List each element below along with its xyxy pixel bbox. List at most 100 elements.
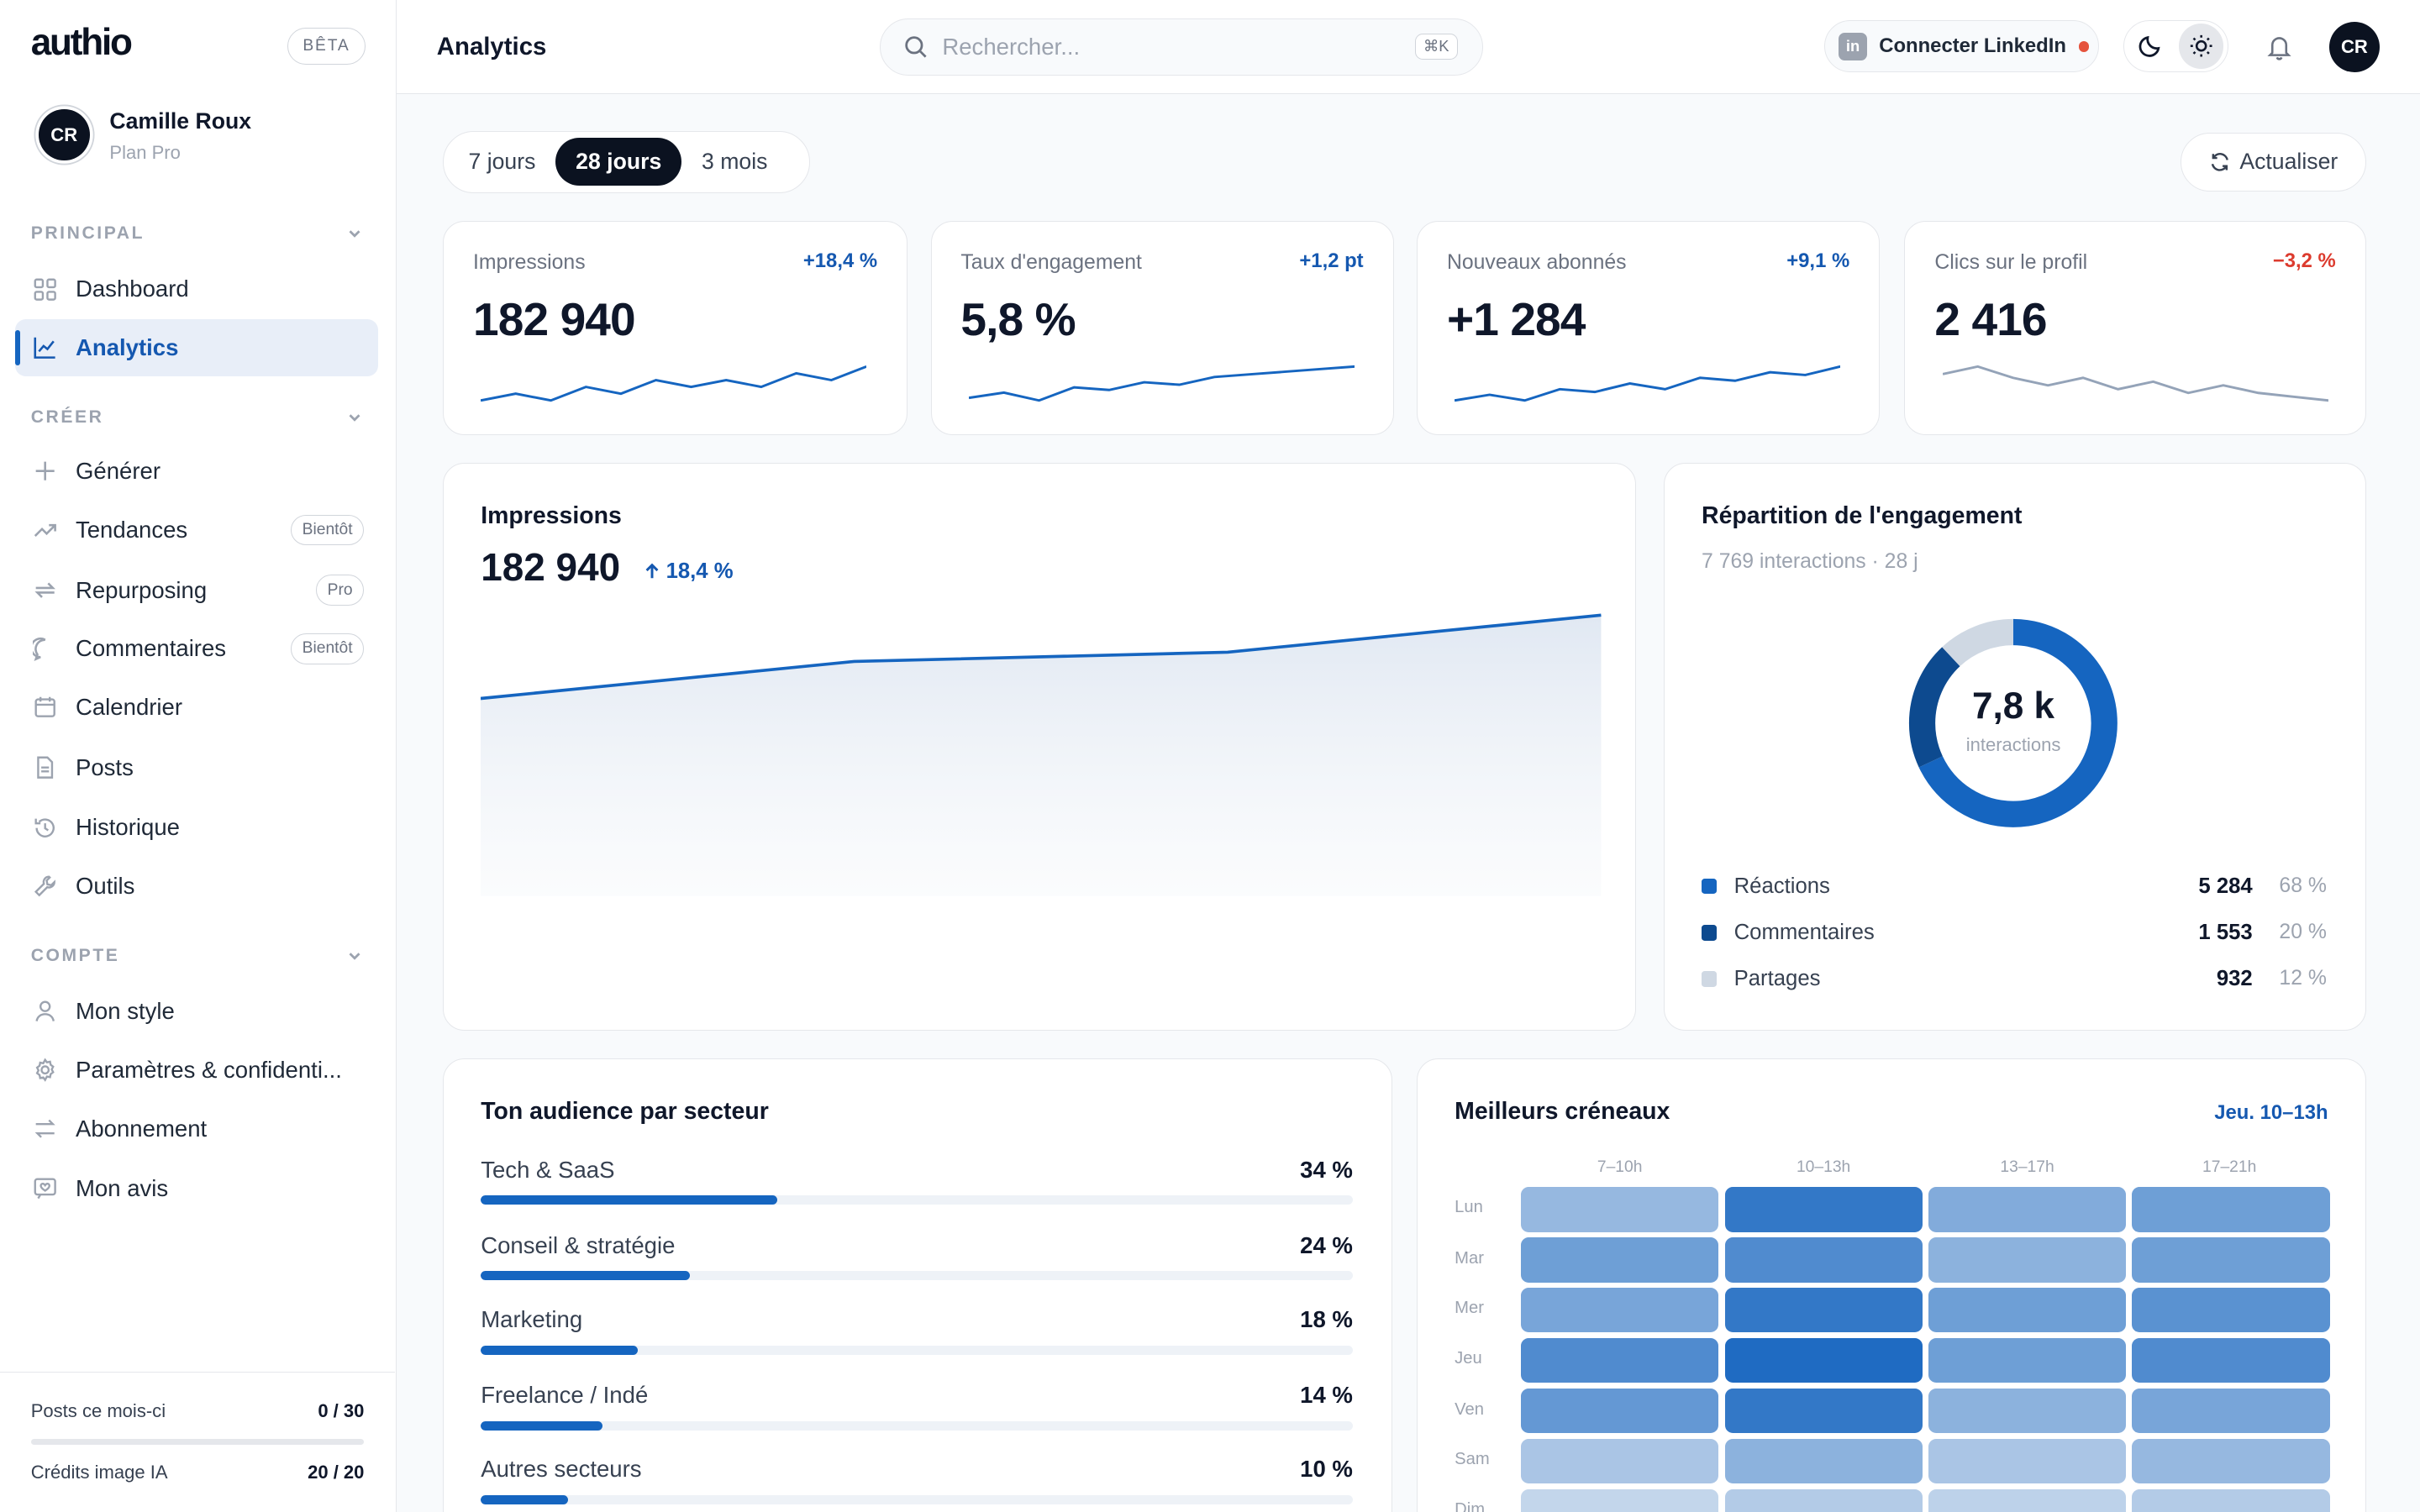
linkedin-icon: in [1839,32,1867,60]
sector-bar-fill [481,1195,778,1205]
bell-icon[interactable] [2265,33,2293,60]
sidebar-item-tendances[interactable]: Tendances Bientôt [15,501,378,559]
user-name[interactable]: Camille Roux [109,108,252,134]
sidebar-item-historique[interactable]: Historique [15,799,378,856]
quota-posts-bar [30,1438,365,1446]
user-icon [34,1000,55,1022]
section-creer[interactable]: CRÉER [31,407,365,428]
kpi-label: Impressions [473,250,586,274]
sidebar-item-generer[interactable]: Générer [15,443,378,500]
sidebar-item-label: Tendances [75,516,188,543]
impressions-area-chart [481,613,1602,896]
section-principal[interactable]: PRINCIPAL [31,223,365,244]
swap-icon [34,1119,55,1138]
sidebar-item-abonnement[interactable]: Abonnement [15,1100,378,1158]
arrow-up-icon [645,563,659,579]
sidebar-item-label: Dashboard [75,276,189,302]
sidebar-item-mon-avis[interactable]: Mon avis [15,1160,378,1217]
grid-icon [34,278,56,301]
dark-mode-button[interactable] [2128,24,2172,68]
heatmap-cell [1724,1338,1923,1383]
theme-toggle[interactable] [2123,19,2229,73]
heatmap-cell [1928,1388,2127,1434]
impressions-card: Impressions 182 940 18,4 % [443,463,1636,1031]
sidebar-item-mon-style[interactable]: Mon style [15,983,378,1040]
section-label: PRINCIPAL [30,223,145,244]
refresh-button[interactable]: Actualiser [2181,132,2366,192]
heatmap-day-label: Ven [1455,1399,1484,1419]
sidebar-item-calendrier[interactable]: Calendrier [15,679,378,736]
sector-label: Conseil & stratégie [481,1231,676,1258]
sidebar-item-dashboard[interactable]: Dashboard [15,260,378,318]
shortcut-hint: ⌘K [1414,33,1458,60]
sparkline-path [481,365,867,402]
heatmap-day-label: Mar [1455,1248,1484,1268]
range-28-days[interactable]: 28 jours [555,138,682,186]
sector-bar [481,1195,1353,1205]
account-avatar[interactable]: CR [2328,21,2381,73]
beta-badge: BÊTA [287,28,366,66]
heatmap-cell [1521,1288,1719,1333]
heatmap-cell [1928,1237,2127,1283]
sidebar-item-label: Historique [75,814,180,841]
connect-linkedin-button[interactable]: in Connecter LinkedIn [1823,19,2099,73]
heatmap-cell [1724,1237,1923,1283]
coming-soon-badge: Bientôt [290,633,365,664]
repeat-icon [34,582,55,598]
sidebar-item-outils[interactable]: Outils [15,858,378,915]
user-avatar[interactable]: CR [38,109,90,160]
range-7-days[interactable]: 7 jours [468,149,536,175]
kpi-value: 5,8 % [960,293,1076,346]
sidebar-item-label: Mon style [75,997,175,1024]
legend-label: Commentaires [1733,920,1875,944]
history-icon [34,818,55,837]
range-3-months[interactable]: 3 mois [702,149,768,175]
kpi-delta: +18,4 % [802,249,878,272]
kpi-label: Nouveaux abonnés [1446,250,1627,274]
trending-up-icon [34,524,56,538]
heatmap-cell [1928,1338,2127,1383]
legend-comments: Commentaires 1 553 20 % [1702,917,2327,948]
legend-percent: 12 % [2279,967,2327,990]
card-title: Impressions [481,501,622,529]
user-plan: Plan Pro [109,141,181,163]
quota-posts: Posts ce mois-ci 0 / 30 [31,1400,365,1422]
quota-value: 20 / 20 [308,1462,365,1483]
section-label: CRÉER [30,407,104,427]
sector-row: Freelance / Indé 14 % [481,1382,1353,1431]
moon-icon [2139,36,2160,58]
sector-bar-fill [481,1345,638,1355]
kpi-card-new-followers: Nouveaux abonnés +9,1 % +1 284 [1417,220,1881,435]
sector-label: Autres secteurs [481,1456,642,1482]
heatmap-cell [2132,1288,2330,1333]
legend-value: 1 553 [2198,920,2253,944]
quota-images: Crédits image IA 20 / 20 [31,1462,365,1483]
sidebar-item-parametres[interactable]: Paramètres & confidenti... [15,1042,378,1099]
search-input[interactable]: Rechercher... ⌘K [879,18,1484,76]
sidebar-item-repurposing[interactable]: Repurposing Pro [15,562,378,619]
sidebar-item-commentaires[interactable]: Commentaires Bientôt [15,620,378,677]
sidebar-item-posts[interactable]: Posts [15,739,378,796]
heatmap-cell [1928,1438,2127,1484]
heatmap-cell [2132,1438,2330,1484]
sidebar-item-analytics[interactable]: Analytics [15,319,378,377]
sidebar-item-label: Paramètres & confidenti... [75,1056,342,1083]
legend-reactions: Réactions 5 284 68 % [1702,871,2327,902]
heatmap-cell [1521,1438,1719,1484]
page-title: Analytics [436,32,547,60]
card-title: Répartition de l'engagement [1702,501,2023,529]
connect-linkedin-label: Connecter LinkedIn [1879,34,2066,58]
heatmap-cell [1724,1438,1923,1484]
heatmap-cell [1724,1288,1923,1333]
heatmap-cell [1521,1388,1719,1434]
brand-logo[interactable]: authio [30,21,133,63]
quota-value: 0 / 30 [318,1399,365,1421]
sector-bar [481,1345,1353,1355]
section-compte[interactable]: COMPTE [31,946,365,966]
heatmap-cell [1928,1288,2127,1333]
chevron-down-icon [349,953,360,960]
light-mode-button[interactable] [2178,24,2223,69]
sector-bar-fill [481,1494,568,1504]
sector-bar [481,1494,1353,1504]
top-bar: Analytics Rechercher... ⌘K in Connecter … [397,0,2420,95]
